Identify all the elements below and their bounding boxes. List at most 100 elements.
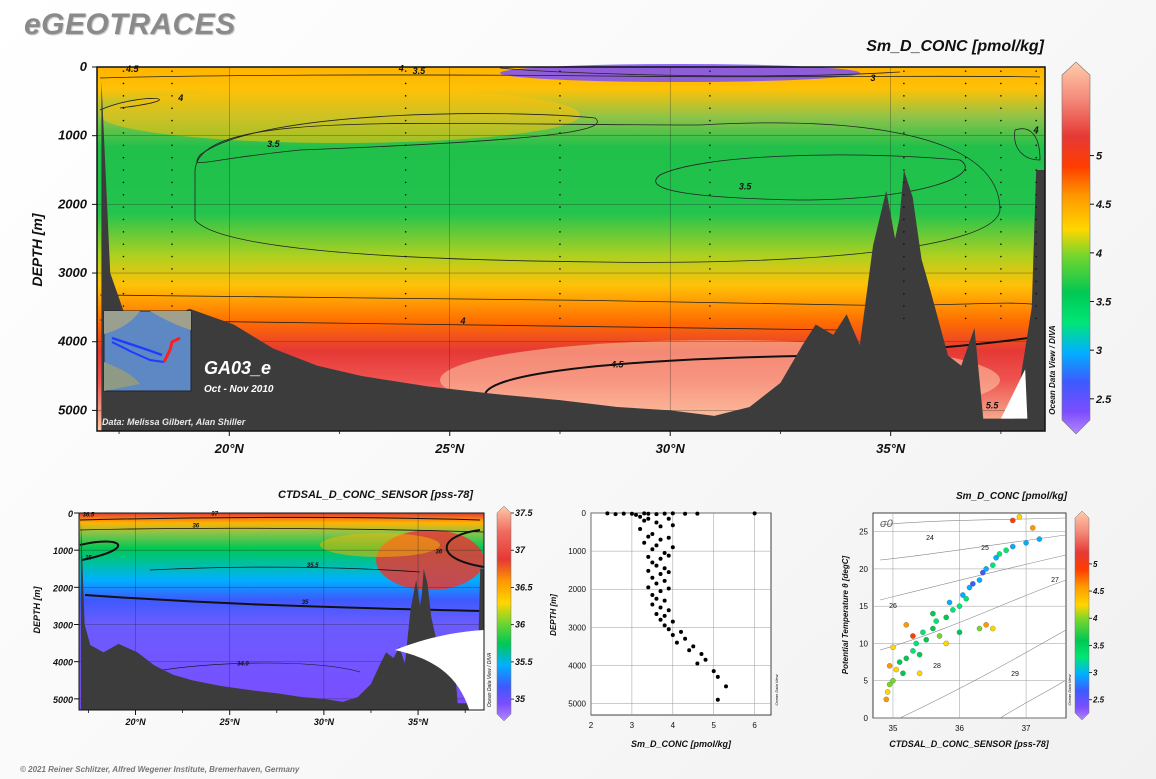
sample-dot (903, 181, 905, 184)
sample-dot (1035, 255, 1037, 258)
sample-dot (1035, 70, 1037, 72)
profile-point (666, 608, 671, 613)
ts-point (896, 659, 903, 665)
sample-dot (1000, 95, 1002, 97)
sample-dot (709, 144, 711, 147)
sample-dot (964, 206, 967, 208)
profile-point (642, 540, 647, 545)
y-tick-label: 2000 (52, 583, 73, 593)
sample-dot (559, 156, 561, 159)
profile-point (662, 578, 667, 583)
ts-point (1010, 517, 1016, 524)
ts-point (900, 670, 906, 677)
sample-dot (1035, 243, 1037, 245)
sample-dot (1000, 144, 1002, 147)
sample-dot (1035, 268, 1037, 270)
salinity-title: CTDSAL_D_CONC_SENSOR [pss-78] (278, 489, 473, 501)
profile-point (658, 589, 663, 594)
sample-dot (709, 292, 711, 295)
data-credit: Data: Melissa Gilbert, Alan Shiller (102, 417, 246, 427)
sample-dot (903, 82, 905, 85)
contour-labels: 4.5 4 3.5 3 4 3.5 3.5 4 4 4.5 5.5 (125, 63, 1039, 410)
sample-dot (404, 95, 407, 97)
profile-x-axis: 2 3 4 5 6 (589, 721, 758, 730)
ts-point (933, 618, 939, 624)
sample-dot (404, 82, 407, 85)
sample-dot (404, 206, 407, 208)
profile-point (687, 648, 692, 653)
y-tick-label: 2000 (568, 585, 586, 594)
sample-dot (1000, 169, 1002, 171)
ts-point (1023, 540, 1029, 546)
sample-dot (964, 317, 967, 320)
sample-dot (122, 181, 125, 184)
colorbar-tick-label: 5 (1096, 151, 1103, 163)
sample-dot (964, 107, 967, 110)
sample-dot (404, 70, 407, 72)
salinity-ylabel: DEPTH [m] (32, 585, 42, 633)
sample-dot (903, 95, 905, 97)
egeotraces-logo[interactable]: eGEOTRACES (24, 8, 236, 41)
sample-dot (903, 305, 905, 307)
sample-dot (709, 156, 711, 159)
profile-y-axis: 0 1000 2000 3000 4000 5000 (568, 509, 586, 709)
colorbar-tick-label: 37 (515, 545, 526, 555)
sample-dot (559, 218, 561, 221)
no-data-wedge (1000, 369, 1028, 419)
sample-dot (1035, 181, 1037, 184)
sample-dot (171, 280, 173, 283)
sample-dot (709, 70, 711, 72)
ts-gridlines (873, 513, 1066, 719)
sample-dot (1035, 193, 1037, 196)
sample-dot (171, 107, 173, 110)
x-tick-label: 5 (712, 721, 717, 730)
section-plot: 4.5 4 3.5 3 4 3.5 3.5 4 4 4.5 5.5 0 1000 2000 3000 400… (29, 59, 1057, 456)
sample-dot (964, 156, 967, 159)
profile-point (642, 518, 647, 523)
ts-point (993, 554, 999, 561)
ts-point (893, 666, 900, 673)
profile-frame (590, 512, 772, 716)
profile-point (695, 661, 700, 666)
ts-colorbar: 2.5 3 3.5 4 4.5 5 (1074, 510, 1105, 721)
sample-dot (122, 255, 125, 258)
map-inset-icon[interactable] (103, 310, 192, 392)
ts-point (943, 614, 949, 621)
sample-dot (1035, 119, 1037, 122)
colorbar-tick-label: 36 (515, 620, 526, 630)
profile-point (646, 585, 651, 590)
y-tick-label: 5000 (58, 402, 88, 417)
sample-dot (1000, 292, 1002, 295)
surface-low-patch (500, 64, 860, 82)
ts-point (960, 592, 966, 598)
profile-point (658, 524, 663, 529)
sample-dot (709, 206, 711, 208)
sample-dot (964, 280, 967, 283)
sample-dot (559, 317, 561, 320)
sample-dot (1000, 156, 1002, 159)
sample-dot (903, 243, 905, 245)
ts-point (943, 640, 949, 647)
contour-label: 3.5 (267, 139, 281, 149)
profile-points (605, 511, 757, 702)
profile-point (646, 568, 651, 573)
profile-point (683, 636, 688, 641)
profile-point (654, 596, 659, 601)
sample-dot (903, 255, 905, 258)
section-watermark: Ocean Data View / DIVA (1048, 325, 1057, 415)
sample-dot (709, 243, 711, 245)
sample-dot (122, 292, 125, 295)
section-frame (96, 66, 1046, 432)
x-tick-label: 6 (752, 721, 757, 730)
sample-dot (1000, 193, 1002, 196)
sample-dot (903, 119, 905, 122)
y-tick-label: 20 (859, 565, 868, 574)
ts-ylabel: Potential Temperature θ [degC] (841, 555, 850, 674)
contour-label: 4 (398, 63, 404, 73)
ts-point (1003, 547, 1009, 554)
sample-dot (964, 305, 967, 307)
colorbar-tick-label: 4 (1095, 248, 1102, 260)
colorbar-tick-label: 2.5 (1092, 696, 1105, 705)
profile-point (654, 512, 659, 517)
sample-dot (559, 280, 561, 283)
